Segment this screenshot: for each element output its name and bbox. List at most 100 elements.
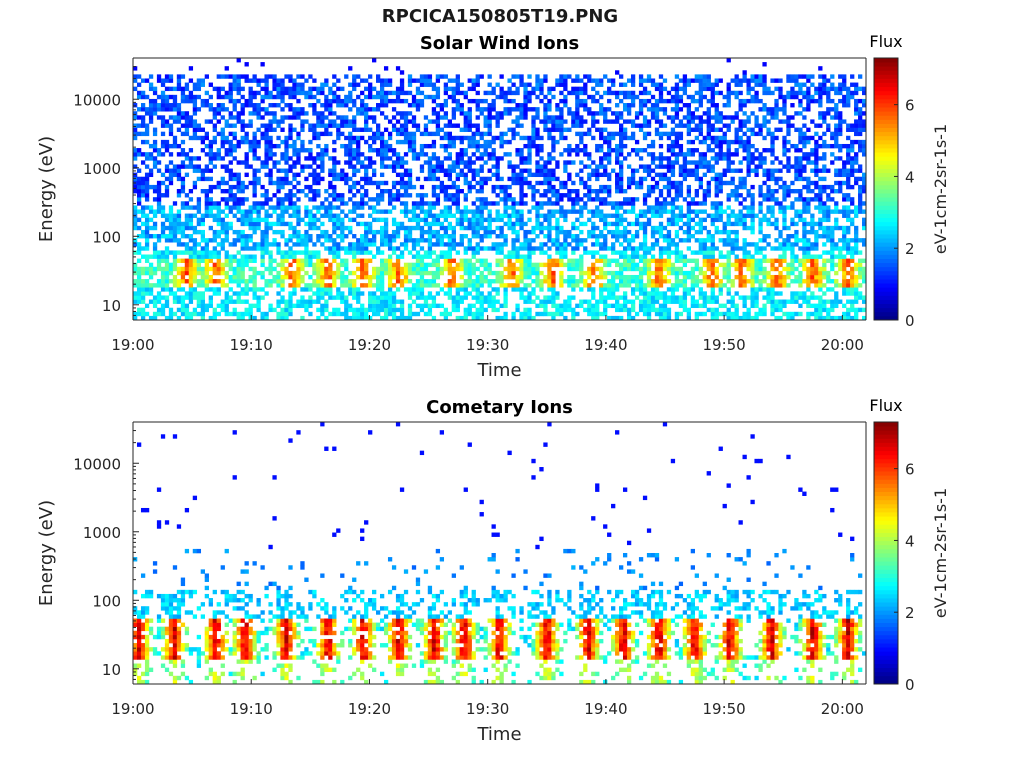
heatmap-cell <box>411 283 417 288</box>
heatmap-cell <box>443 189 449 194</box>
heatmap-cell <box>535 274 540 280</box>
heatmap-cell <box>364 262 369 268</box>
heatmap-cell <box>411 299 417 304</box>
heatmap-cell <box>152 311 158 317</box>
heatmap-cell <box>148 86 154 92</box>
heatmap-cell <box>156 283 162 288</box>
heatmap-cell <box>168 94 174 100</box>
heatmap-cell <box>395 307 401 313</box>
heatmap-cell <box>503 152 508 157</box>
heatmap-cell <box>491 270 496 276</box>
heatmap-cell <box>603 307 608 313</box>
heatmap-cell <box>611 205 616 210</box>
heatmap-cell <box>531 315 536 321</box>
heatmap-cell <box>228 74 233 79</box>
heatmap-cell <box>674 283 680 288</box>
heatmap-cell <box>316 86 321 92</box>
heatmap-cell <box>232 197 237 202</box>
heatmap-cell <box>555 311 560 317</box>
heatmap-cell <box>559 115 564 120</box>
heatmap-cell <box>411 266 417 272</box>
heatmap-cell <box>304 258 309 263</box>
heatmap-cell <box>599 172 604 178</box>
heatmap-cell <box>658 143 664 149</box>
heatmap-cell <box>678 311 684 317</box>
heatmap-cell <box>575 111 580 116</box>
heatmap-cell <box>515 283 520 288</box>
heatmap-cell <box>634 94 640 100</box>
heatmap-cell <box>387 279 393 284</box>
heatmap-cell <box>240 274 245 280</box>
heatmap-cell <box>527 295 532 300</box>
heatmap-cell <box>682 115 688 120</box>
heatmap-cell <box>348 225 353 231</box>
heatmap-cell <box>547 107 552 112</box>
heatmap-cell <box>622 291 628 296</box>
heatmap-cell <box>256 307 261 313</box>
heatmap-cell <box>316 156 321 161</box>
heatmap-cell <box>240 229 245 235</box>
heatmap-cell <box>316 283 321 288</box>
heatmap-cell <box>352 115 357 120</box>
heatmap-cell <box>360 291 365 296</box>
heatmap-cell <box>666 189 672 194</box>
heatmap-cell <box>423 160 429 165</box>
heatmap-cell <box>591 270 596 276</box>
heatmap-cell <box>551 283 556 288</box>
heatmap-cell <box>356 307 361 313</box>
heatmap-cell <box>547 246 552 251</box>
heatmap-cell <box>224 66 229 71</box>
heatmap-cell <box>662 262 668 268</box>
heatmap-cell <box>599 111 604 116</box>
heatmap-cell <box>407 234 413 239</box>
heatmap-cell <box>467 274 472 280</box>
heatmap-cell <box>399 225 405 231</box>
heatmap-cell <box>256 103 261 108</box>
heatmap-cell <box>571 234 576 239</box>
heatmap-cell <box>527 217 532 223</box>
heatmap-cell <box>583 164 588 169</box>
heatmap-cell <box>320 234 325 239</box>
heatmap-cell <box>160 107 166 112</box>
heatmap-cell <box>567 152 572 157</box>
heatmap-cell <box>511 266 516 272</box>
heatmap-cell <box>630 254 636 259</box>
heatmap-cell <box>224 250 229 255</box>
heatmap-cell <box>638 266 644 272</box>
heatmap-cell <box>435 123 441 128</box>
heatmap-cell <box>459 156 464 161</box>
heatmap-cell <box>658 274 664 280</box>
heatmap-cell <box>615 213 620 218</box>
heatmap-cell <box>244 254 249 259</box>
heatmap-cell <box>587 131 592 137</box>
heatmap-cell <box>543 123 548 128</box>
heatmap-cell <box>244 139 249 145</box>
heatmap-cell <box>164 94 170 100</box>
heatmap-cell <box>523 94 528 100</box>
heatmap-cell <box>320 119 325 124</box>
heatmap-cell <box>184 172 190 178</box>
heatmap-cell <box>256 78 261 83</box>
heatmap-cell <box>272 279 277 284</box>
heatmap-cell <box>658 283 664 288</box>
heatmap-cell <box>236 86 241 92</box>
heatmap-cell <box>304 242 309 247</box>
heatmap-cell <box>455 262 460 268</box>
heatmap-cell <box>140 107 146 112</box>
heatmap-cell <box>662 156 668 161</box>
heatmap-cell <box>686 123 692 128</box>
heatmap-cell <box>547 152 552 157</box>
heatmap-cell <box>455 315 460 321</box>
heatmap-cell <box>507 225 512 231</box>
heatmap-cell <box>543 295 548 300</box>
heatmap-cell <box>638 209 644 214</box>
heatmap-cell <box>507 139 512 145</box>
heatmap-cell <box>340 274 345 280</box>
heatmap-cell <box>324 127 329 132</box>
heatmap-cell <box>423 74 429 79</box>
heatmap-cell <box>575 311 580 317</box>
heatmap-cell <box>630 262 636 268</box>
heatmap-cell <box>575 172 580 178</box>
heatmap-cell <box>360 184 365 190</box>
heatmap-cell <box>360 98 365 104</box>
